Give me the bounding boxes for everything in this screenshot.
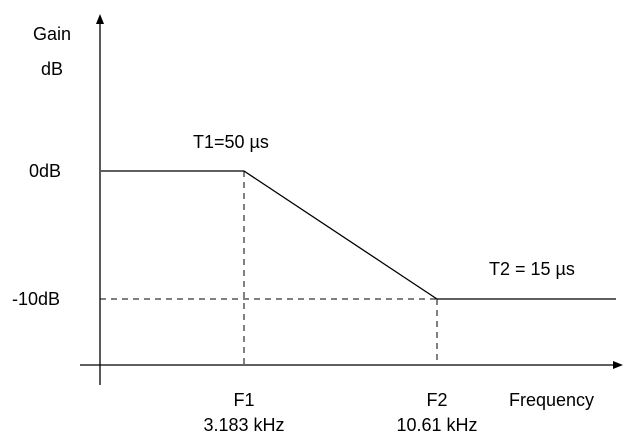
t1-annotation: T1=50 µs [193, 132, 269, 152]
f2-label: F2 [426, 390, 447, 410]
f1-value-label: 3.183 kHz [203, 415, 284, 435]
axes [80, 14, 623, 385]
y-tick-label-0db: 0dB [29, 161, 61, 181]
y-tick-label-minus10db: -10dB [12, 289, 60, 309]
x-axis-arrow [613, 361, 623, 369]
f2-value-label: 10.61 kHz [396, 415, 477, 435]
gain-response-line [101, 170, 616, 300]
t2-annotation: T2 = 15 µs [489, 259, 575, 279]
ylabel-line1: Gain [33, 24, 71, 44]
guide-lines [100, 171, 438, 365]
y-axis-arrow [96, 14, 104, 24]
ylabel-line2: dB [41, 59, 63, 79]
xlabel: Frequency [509, 390, 594, 410]
f1-label: F1 [233, 390, 254, 410]
